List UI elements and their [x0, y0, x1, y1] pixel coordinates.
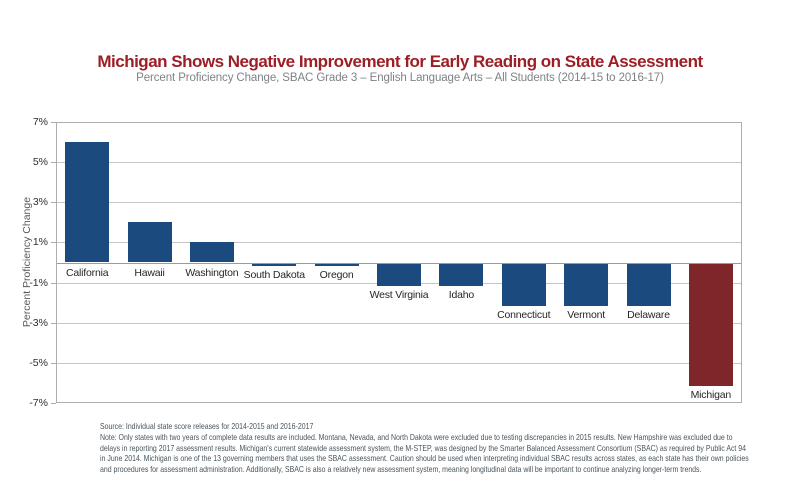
bar-delaware: [626, 263, 671, 306]
footnote-note-line: in June 2014. Michigan is one of the 13 …: [100, 453, 749, 464]
y-tick-mark: [51, 122, 56, 123]
gridline: [56, 202, 742, 204]
bar-label-south-dakota: South Dakota: [243, 268, 305, 281]
y-tick-mark: [51, 202, 56, 204]
bar-label-idaho: Idaho: [448, 288, 475, 301]
footnote-note-line: delays in reporting 2017 assessment resu…: [100, 442, 747, 453]
zero-baseline: [56, 262, 742, 264]
bar-west-virginia: [377, 263, 421, 286]
y-tick-label: 1%: [32, 236, 48, 249]
y-tick-label: -1%: [29, 276, 48, 289]
y-tick-mark: [51, 362, 56, 364]
plot-border: [56, 122, 742, 403]
gridline: [56, 362, 742, 364]
y-tick-label: 3%: [32, 196, 48, 209]
bar-label-california: California: [66, 266, 109, 279]
chart-title: Michigan Shows Negative Improvement for …: [97, 52, 703, 71]
bar-idaho: [439, 263, 484, 286]
chart-subtitle: Percent Proficiency Change, SBAC Grade 3…: [136, 72, 664, 84]
bar-label-west-virginia: West Virginia: [369, 288, 429, 301]
y-tick-mark: [51, 322, 56, 324]
bar-california: [65, 142, 110, 263]
y-tick-label: 7%: [32, 116, 48, 128]
bar-label-vermont: Vermont: [567, 308, 605, 321]
bar-michigan: [688, 263, 733, 386]
bar-label-hawaii: Hawaii: [134, 266, 165, 279]
footnote-note-line: Note: Only states with two years of comp…: [100, 432, 733, 443]
bar-connecticut: [501, 263, 546, 306]
bar-vermont: [564, 263, 609, 306]
bar-label-washington: Washington: [185, 266, 239, 279]
bar-south-dakota: [252, 263, 297, 266]
gridline: [56, 162, 742, 164]
y-tick-label: -5%: [29, 356, 48, 369]
bar-label-michigan: Michigan: [690, 388, 732, 401]
bar-hawaii: [127, 222, 172, 263]
y-tick-mark: [51, 162, 56, 164]
y-tick-mark: [51, 403, 56, 404]
y-tick-label: 5%: [32, 156, 48, 169]
y-axis-title: Percent Proficiency Change: [21, 196, 33, 328]
bar-washington: [189, 242, 234, 263]
footnote-source-line: Source: Individual state score releases …: [100, 421, 314, 431]
y-tick-label: -3%: [29, 316, 48, 329]
bar-label-oregon: Oregon: [319, 268, 354, 281]
bar-label-delaware: Delaware: [627, 308, 670, 321]
footnote: Source: Individual state score releases …: [100, 421, 800, 474]
y-tick-mark: [51, 242, 56, 244]
gridline: [56, 322, 742, 324]
y-tick-mark: [51, 282, 56, 284]
gridline: [56, 242, 742, 244]
y-tick-label: -7%: [29, 397, 48, 409]
bar-label-connecticut: Connecticut: [497, 308, 551, 321]
footnote-note-line: and procedures for assessment administra…: [100, 463, 702, 474]
bar-oregon: [314, 263, 359, 266]
